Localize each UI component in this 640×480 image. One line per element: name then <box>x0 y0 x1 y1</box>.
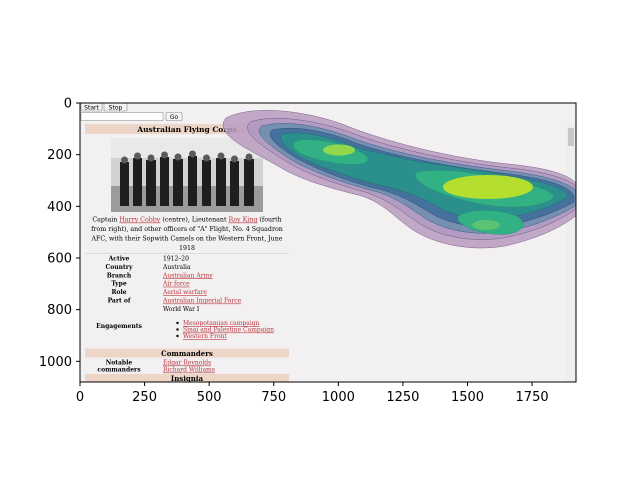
axes-frame <box>79 102 577 383</box>
engagement-link[interactable]: Mesopotamian campaign <box>183 320 260 327</box>
commanders-header: Commanders <box>161 349 213 358</box>
x-tick-label: 0 <box>76 390 84 405</box>
y-tick-label: 800 <box>47 303 72 318</box>
x-tick-label: 1750 <box>516 390 549 405</box>
infobox-row-value: World War I <box>163 306 200 313</box>
stop-button[interactable] <box>103 103 128 112</box>
y-tick-label: 0 <box>64 97 72 112</box>
notable-label-line-1: Notable <box>106 360 133 367</box>
photo-caption-line-2: from right), and other officers of "A" F… <box>91 226 283 233</box>
infobox-row-label: Country <box>106 264 133 271</box>
x-tick-label: 250 <box>132 390 157 405</box>
squadron-photo <box>111 138 263 212</box>
infobox-row-label: Role <box>111 289 126 296</box>
notable-label-line-2: commanders <box>97 367 141 374</box>
x-tick-label: 1000 <box>322 390 355 405</box>
kde-peak-lower <box>472 220 500 230</box>
engagement-link[interactable]: Western Front <box>183 333 227 340</box>
caption-link[interactable]: Roy King <box>229 217 258 224</box>
y-tick-label: 200 <box>47 148 72 163</box>
stop-button-label: Stop <box>109 105 123 112</box>
photo-caption-line-4: 1918 <box>179 245 195 252</box>
scrollbar-track[interactable] <box>566 124 576 382</box>
y-tick-label: 1000 <box>39 355 72 370</box>
go-button[interactable] <box>165 112 183 121</box>
start-button-label: Start <box>84 105 99 112</box>
commander-link[interactable]: Richard Williams <box>163 367 215 374</box>
infobox-row-value: Australia <box>162 264 191 271</box>
engagement-link[interactable]: Sinai and Palestine Campaign <box>183 327 274 334</box>
infobox-row-link[interactable]: Australian Imperial Force <box>162 298 242 305</box>
caption-text: Captain <box>92 217 119 224</box>
address-input[interactable] <box>80 112 164 121</box>
infobox-row-link[interactable]: Aerial warfare <box>162 289 207 296</box>
infobox-row-value: 1912–20 <box>163 256 189 263</box>
caption-text: (centre), Lieutenant <box>160 217 228 224</box>
y-axis: 0 200 400 600 800 1000 <box>39 97 80 370</box>
commander-link[interactable]: Edgar Reynolds <box>163 360 211 367</box>
insignia-header: Insignia <box>171 374 204 383</box>
infobox-row-link[interactable]: Australian Army <box>162 272 213 279</box>
infobox-row-label: Branch <box>107 272 132 279</box>
bullet-icon <box>176 321 179 325</box>
x-tick-label: 750 <box>261 390 286 405</box>
start-button[interactable] <box>80 103 103 112</box>
infobox-title: Australian Flying Corps <box>136 125 236 134</box>
caption-link[interactable]: Harry Cobby <box>119 217 160 224</box>
kde-heatmap-overlay <box>223 110 576 249</box>
x-axis: 0 250 500 750 1000 1250 1500 1750 <box>76 382 549 405</box>
x-tick-label: 500 <box>197 390 222 405</box>
y-tick-label: 400 <box>47 200 72 215</box>
infobox-row-link[interactable]: Air force <box>162 281 190 288</box>
infobox-row-label: Active <box>108 256 130 263</box>
infobox-row-label: Type <box>111 281 126 288</box>
x-tick-label: 1250 <box>386 390 419 405</box>
kde-peak-large <box>443 175 533 199</box>
photo-caption-line-1: Captain Harry Cobby (centre), Lieutenant… <box>92 217 281 224</box>
y-tick-label: 600 <box>47 252 72 267</box>
go-button-label: Go <box>170 114 179 121</box>
infobox-title-bar <box>85 124 289 134</box>
bullet-icon <box>176 334 179 338</box>
kde-peak-small <box>323 144 355 156</box>
bullet-icon <box>176 328 179 331</box>
insignia-header-bar <box>85 374 289 382</box>
screenshot-image: Start Stop Go Australian Flying Corps <box>80 103 576 383</box>
infobox-rows: Active 1912–20 Country Australia Branch Austr… <box>106 256 242 313</box>
x-tick-label: 1500 <box>451 390 484 405</box>
caption-text: (fourth <box>257 217 281 224</box>
photo-caption-line-3: AFC, with their Sopwith Camels on the We… <box>90 236 282 243</box>
engagements-label: Engagements <box>96 323 142 330</box>
infobox-row-label: Part of <box>108 298 131 305</box>
commanders-header-bar <box>85 348 289 358</box>
scrollbar-thumb[interactable] <box>568 128 574 146</box>
